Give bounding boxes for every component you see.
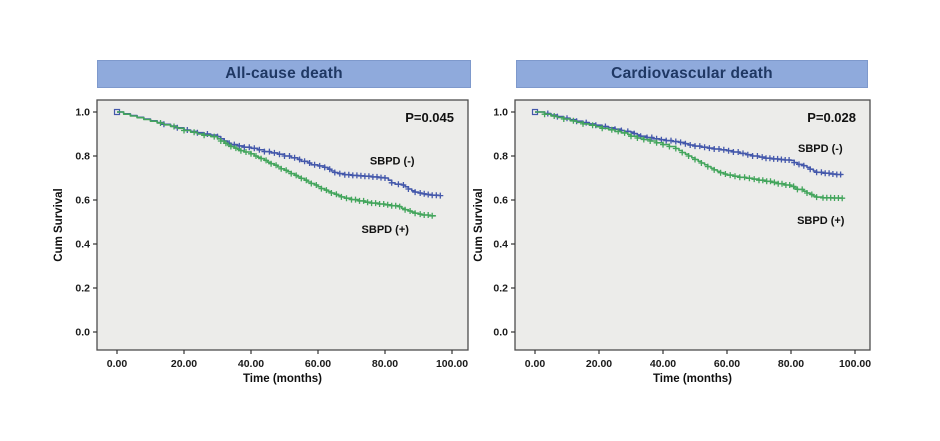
x-tick-label: 60.00 — [305, 358, 331, 370]
y-tick-label: 0.6 — [493, 195, 508, 207]
sbpd-neg-label: SBPD (-) — [798, 143, 843, 155]
y-tick-label: 1.0 — [493, 107, 508, 119]
y-tick-label: 0.0 — [75, 327, 90, 339]
y-axis-title: Cum Survival — [473, 188, 485, 262]
y-tick-label: 1.0 — [75, 107, 90, 119]
sbpd-pos-censor-marks — [157, 120, 436, 219]
chart-title-banner-all-cause: All-cause death — [97, 60, 471, 88]
x-tick-label: 0.00 — [525, 358, 546, 370]
plot-area — [96, 99, 469, 351]
y-tick-label: 0.8 — [493, 151, 508, 163]
x-tick-label: 0.00 — [107, 358, 128, 370]
y-tick-label: 0.8 — [75, 151, 90, 163]
x-tick-label: 100.00 — [839, 358, 871, 370]
x-tick-label: 40.00 — [238, 358, 264, 370]
x-tick-label: 100.00 — [436, 358, 468, 370]
x-tick-label: 60.00 — [714, 358, 740, 370]
y-tick-label: 0.0 — [493, 327, 508, 339]
plot-area — [514, 99, 871, 351]
p-value-label: P=0.028 — [807, 110, 856, 125]
chart-title-all-cause: All-cause death — [225, 65, 343, 82]
chart-title-banner-cardiovascular: Cardiovascular death — [516, 60, 868, 88]
sbpd-pos-censor-marks — [541, 111, 846, 202]
x-tick-label: 40.00 — [650, 358, 676, 370]
y-tick-label: 0.4 — [493, 239, 508, 251]
x-tick-label: 80.00 — [778, 358, 804, 370]
y-tick-label: 0.4 — [75, 239, 90, 251]
x-axis-title: Time (months) — [243, 373, 322, 385]
x-axis-title: Time (months) — [653, 373, 732, 385]
y-axis-title: Cum Survival — [53, 188, 65, 262]
sbpd-pos-label: SBPD (+) — [797, 215, 845, 227]
y-tick-label: 0.2 — [493, 283, 508, 295]
y-tick-label: 0.2 — [75, 283, 90, 295]
x-tick-label: 20.00 — [171, 358, 197, 370]
x-tick-label: 20.00 — [586, 358, 612, 370]
chart-title-cardiovascular: Cardiovascular death — [611, 65, 773, 82]
survival-plot-all-cause: 1.0 0.8 0.6 0.4 0.2 0.0 0.00 20.00 40.00 60.00 80.… — [53, 99, 469, 385]
survival-plot-cardiovascular: 1.0 0.8 0.6 0.4 0.2 0.0 0.00 20.00 40.00 60.00 80.… — [473, 99, 871, 385]
sbpd-neg-label: SBPD (-) — [370, 155, 415, 167]
x-tick-label: 80.00 — [372, 358, 398, 370]
p-value-label: P=0.045 — [405, 110, 454, 125]
sbpd-pos-label: SBPD (+) — [362, 224, 410, 236]
y-tick-label: 0.6 — [75, 195, 90, 207]
